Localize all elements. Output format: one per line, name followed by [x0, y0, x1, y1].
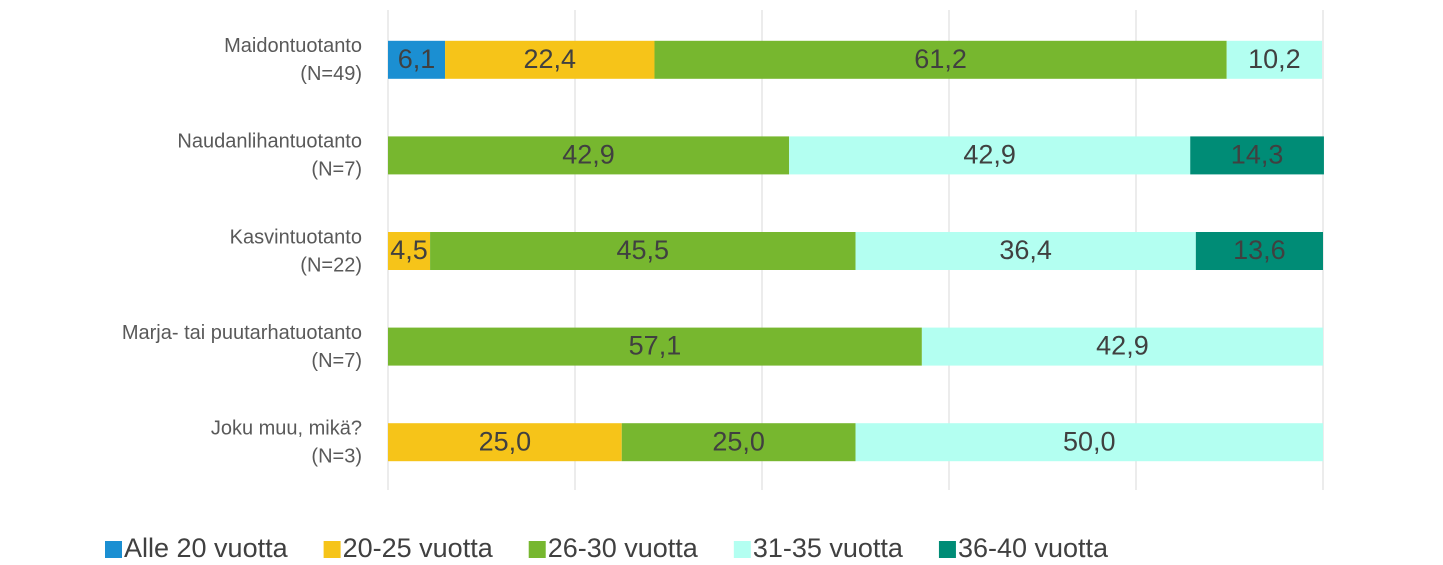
data-label: 10,2	[1248, 44, 1301, 74]
data-label: 42,9	[963, 140, 1016, 170]
data-label: 25,0	[712, 426, 765, 456]
category-label: (N=7)	[311, 350, 362, 372]
data-label: 25,0	[479, 426, 532, 456]
data-label: 57,1	[629, 331, 682, 361]
legend-swatch	[528, 541, 546, 558]
data-label: 14,3	[1231, 140, 1284, 170]
category-label: Naudanlihantuotanto	[177, 131, 362, 153]
data-label: 22,4	[523, 44, 576, 74]
bar-segment	[388, 423, 622, 462]
data-label: 45,5	[617, 235, 670, 265]
legend-label: 31-35 vuotta	[753, 533, 904, 563]
legend-swatch	[938, 541, 956, 558]
bar-segment	[1190, 136, 1324, 175]
bar-segment	[921, 327, 1323, 366]
bar-segment	[654, 40, 1227, 79]
data-label: 50,0	[1063, 426, 1116, 456]
data-label: 4,5	[390, 235, 428, 265]
category-label: Marja- tai puutarhatuotanto	[122, 322, 362, 344]
bar-segment	[789, 136, 1191, 175]
bar-segment	[1226, 40, 1323, 79]
data-label: 6,1	[398, 44, 436, 74]
category-label: Kasvintuotanto	[230, 226, 362, 248]
bar-segment	[388, 40, 446, 79]
data-label: 42,9	[1096, 331, 1149, 361]
category-label: (N=7)	[311, 159, 362, 181]
category-label: (N=49)	[300, 63, 362, 85]
legend-swatch	[323, 541, 341, 558]
legend-label: 26-30 vuotta	[548, 533, 699, 563]
bar-segment	[855, 423, 1323, 462]
bar-segment	[445, 40, 655, 79]
category-label: (N=22)	[300, 254, 362, 276]
category-label: Joku muu, mikä?	[211, 417, 362, 439]
category-label: (N=3)	[311, 445, 362, 467]
legend-swatch	[105, 541, 122, 558]
bar-segment	[621, 423, 856, 462]
legend-swatch	[733, 541, 751, 558]
data-label: 61,2	[914, 44, 967, 74]
legend-label: Alle 20 vuotta	[124, 533, 289, 563]
bar-segment	[388, 232, 431, 270]
bar-segment	[388, 327, 922, 366]
data-label: 36,4	[999, 235, 1052, 265]
bar-segment	[855, 232, 1196, 270]
category-label: Maidontuotanto	[224, 35, 362, 57]
bar-segment	[388, 136, 790, 175]
data-label: 13,6	[1233, 235, 1286, 265]
legend-label: 36-40 vuotta	[958, 533, 1109, 563]
data-label: 42,9	[562, 140, 615, 170]
bar-segment	[1195, 232, 1323, 270]
legend-label: 20-25 vuotta	[343, 533, 494, 563]
bar-segment	[430, 232, 856, 270]
